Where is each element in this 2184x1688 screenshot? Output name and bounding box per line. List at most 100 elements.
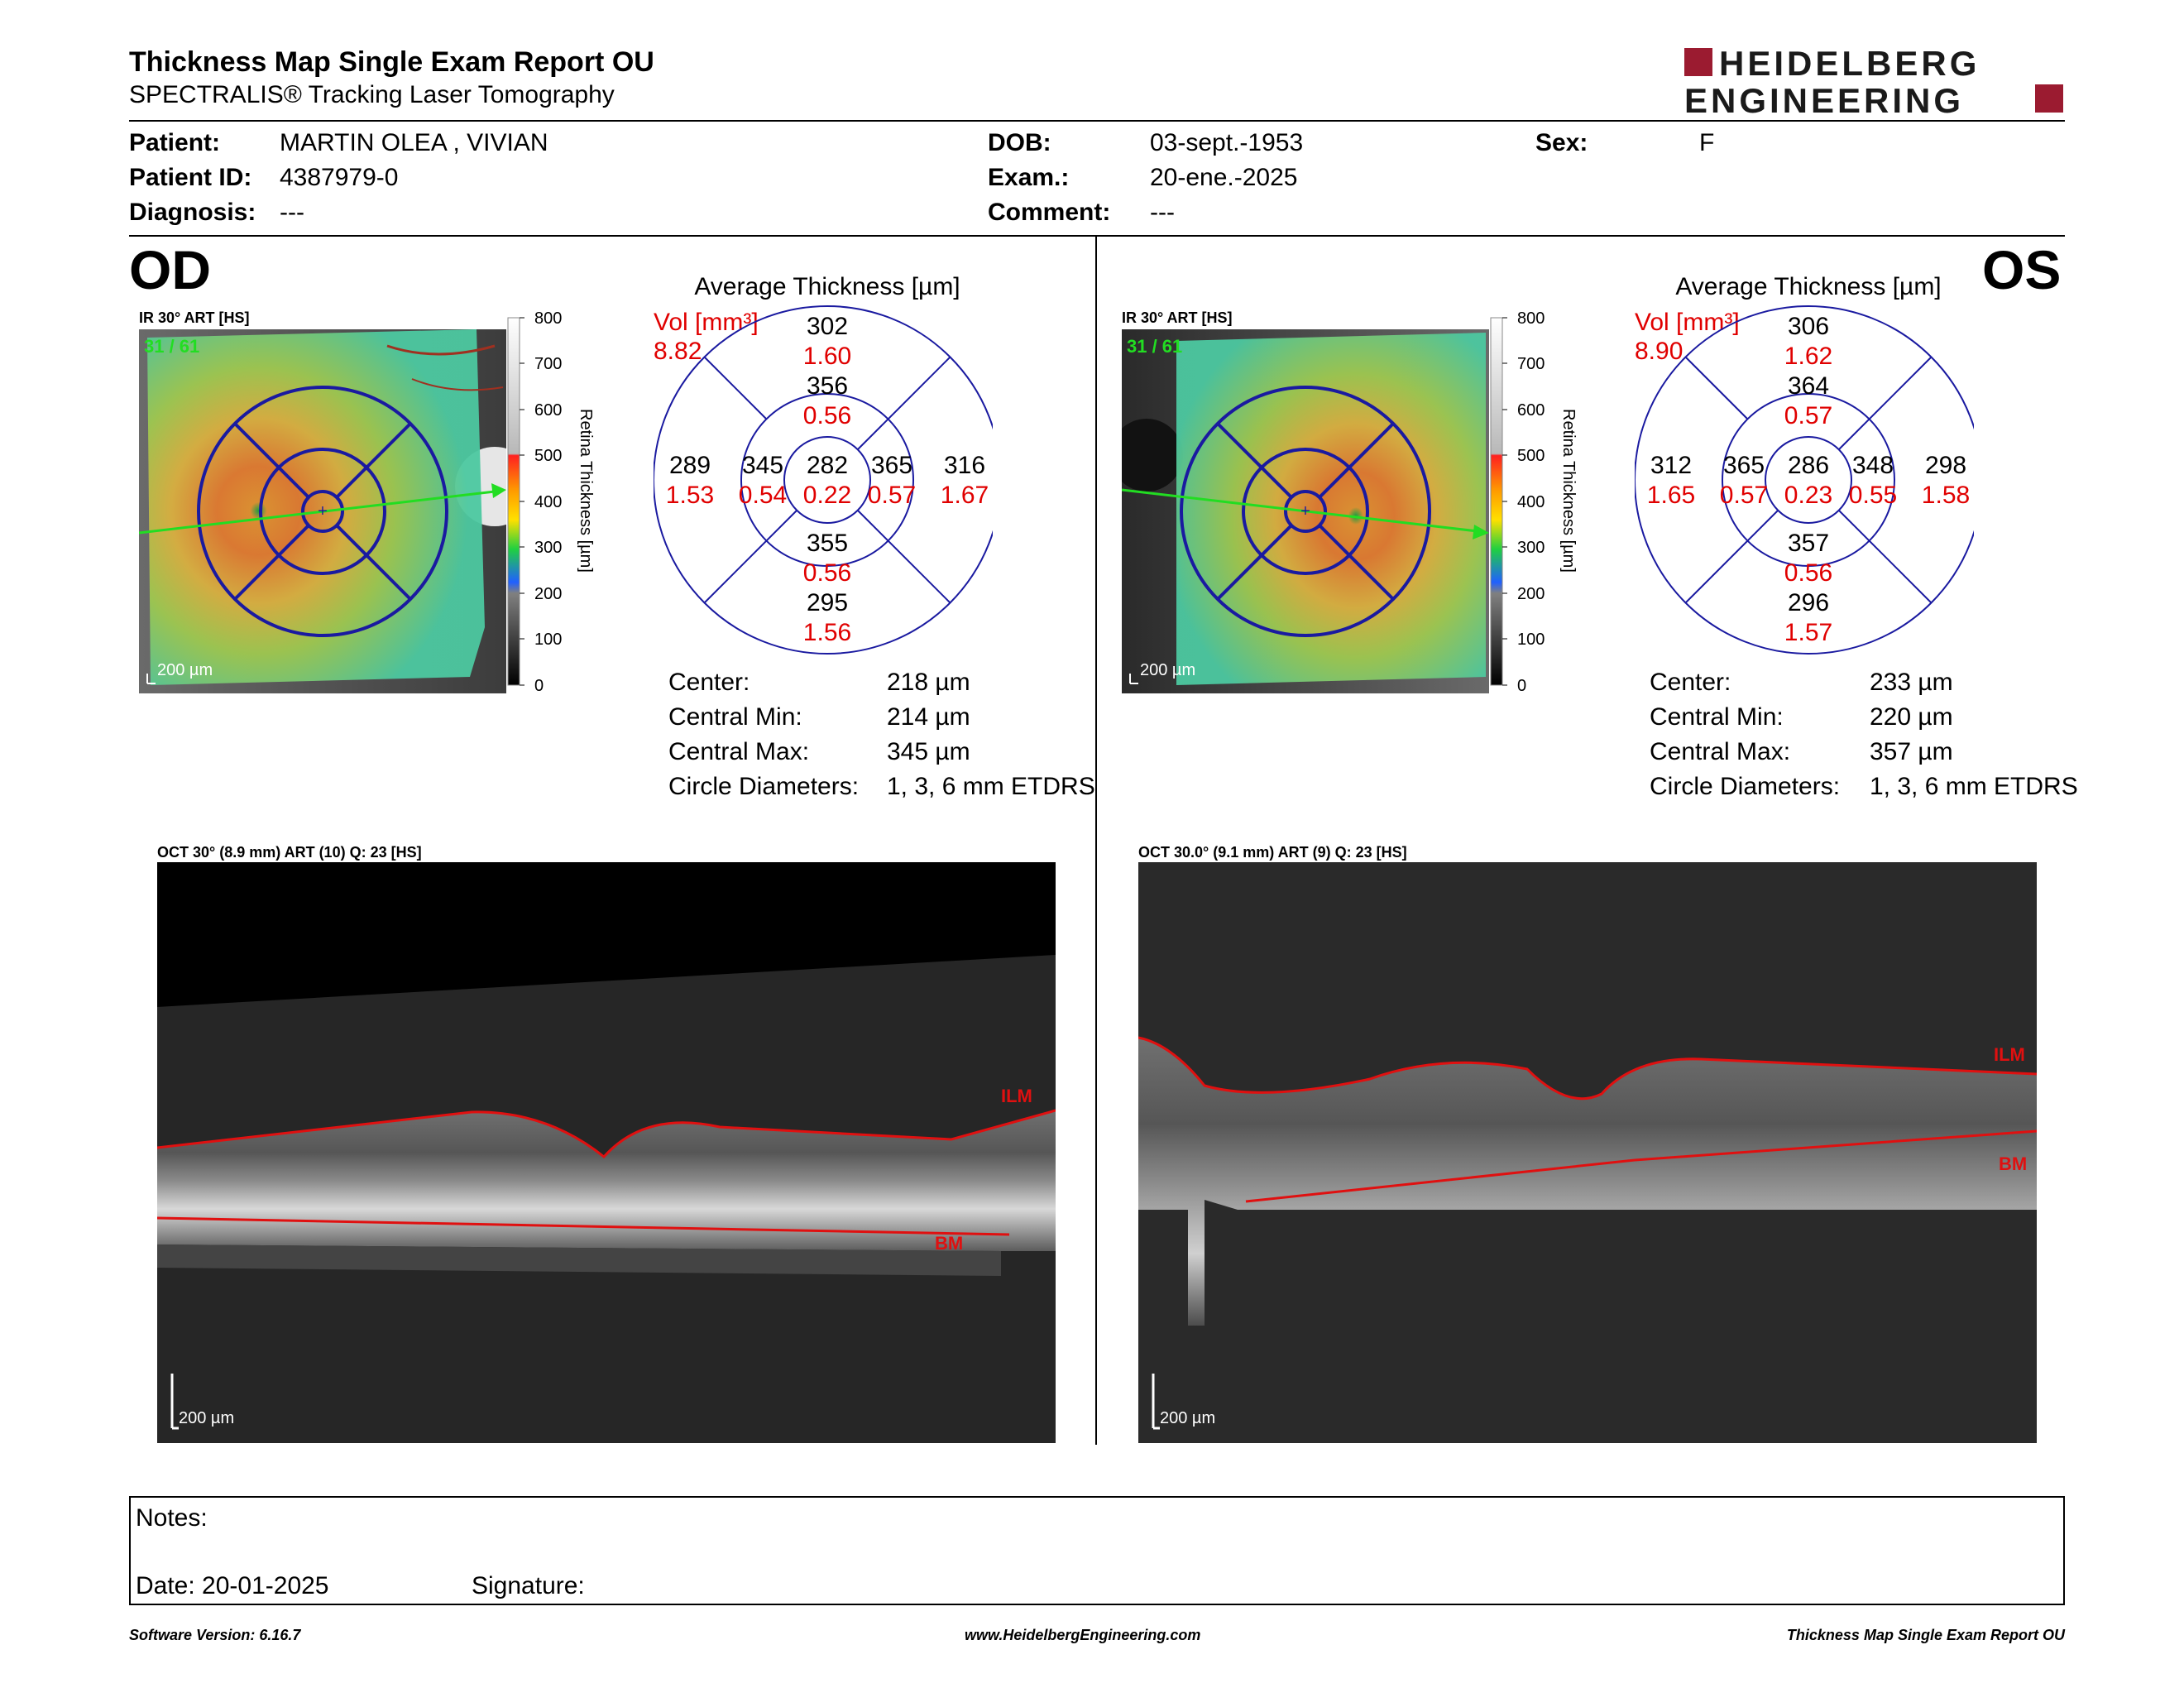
od-min-value: 214 µm — [887, 703, 970, 731]
os-min-label: Central Min: — [1650, 703, 1784, 731]
od-outer-nasal-thickness: 316 — [944, 452, 985, 479]
os-ir-label: IR 30° ART [HS] — [1122, 309, 1233, 326]
cbar-tick: 0 — [1517, 677, 1526, 692]
os-max-label: Central Max: — [1650, 738, 1791, 765]
os-vol-label: Vol [mm³] — [1635, 309, 1740, 336]
os-map-scale: 200 µm — [1140, 661, 1195, 679]
os-center-thickness: 286 — [1788, 452, 1829, 479]
svg-text:+: + — [1300, 502, 1310, 520]
os-inner-temp-volume: 0.55 — [1849, 482, 1897, 509]
cbar-tick: 0 — [534, 677, 544, 692]
report-title: Thickness Map Single Exam Report OU — [129, 46, 654, 78]
exam-label: Exam.: — [988, 164, 1070, 191]
header-divider — [129, 120, 2065, 122]
od-max-label: Central Max: — [668, 738, 810, 765]
cbar-tick: 500 — [1517, 447, 1545, 465]
exam-value: 20-ene.-2025 — [1150, 164, 1298, 191]
os-diam-label: Circle Diameters: — [1650, 773, 1841, 800]
notes-box[interactable]: Notes: Date: 20-01-2025 Signature: — [129, 1496, 2065, 1605]
od-center-value: 218 µm — [887, 669, 970, 696]
os-inner-sup-volume: 0.57 — [1784, 402, 1832, 429]
cbar-tick: 300 — [534, 539, 562, 557]
od-inner-nasal-volume: 0.57 — [868, 482, 916, 509]
cbar-tick: 200 — [534, 585, 562, 603]
patient-name: MARTIN OLEA , VIVIAN — [280, 129, 548, 156]
od-vol-label: Vol [mm³] — [654, 309, 759, 336]
patient-id-label: Patient ID: — [129, 164, 252, 191]
cbar-tick: 200 — [1517, 585, 1545, 603]
od-outer-nasal-volume: 1.67 — [941, 482, 989, 509]
signature-label: Signature: — [472, 1572, 585, 1599]
os-center-value: 233 µm — [1870, 669, 1953, 696]
colorbar-title: Retina Thickness [µm] — [577, 409, 595, 573]
os-oct-scale: 200 µm — [1160, 1409, 1215, 1427]
od-outer-temp-volume: 1.53 — [666, 482, 714, 509]
od-inner-inf-volume: 0.56 — [803, 559, 851, 587]
cbar-tick: 400 — [534, 493, 562, 511]
os-min-value: 220 µm — [1870, 703, 1953, 731]
patient-divider — [129, 235, 2065, 237]
os-frame-counter: 31 / 61 — [1127, 336, 1182, 357]
od-inner-sup-volume: 0.56 — [803, 402, 851, 429]
cbar-tick: 600 — [534, 401, 562, 420]
od-oct-scale: 200 µm — [179, 1409, 234, 1427]
os-vol-total: 8.90 — [1635, 338, 1683, 365]
os-center-volume: 0.23 — [1784, 482, 1832, 509]
od-outer-inf-thickness: 295 — [807, 589, 848, 616]
os-etdrs-chart: Average Thickness [µm] Vol [mm³] 8.90 30… — [1634, 270, 1983, 659]
sex-label: Sex: — [1535, 129, 1588, 156]
od-inner-nasal-thickness: 365 — [871, 452, 912, 479]
od-etdrs-chart: Average Thickness [µm] Vol [mm³] 8.82 30… — [653, 270, 1002, 659]
od-thickness-map: + 31 / 61 200 µm — [139, 329, 506, 693]
od-vol-total: 8.82 — [654, 338, 702, 365]
od-diam-value: 1, 3, 6 mm ETDRS — [887, 773, 1095, 800]
od-inner-temp-thickness: 345 — [742, 452, 783, 479]
os-inner-inf-thickness: 357 — [1788, 530, 1829, 557]
os-inner-nasal-volume: 0.57 — [1720, 482, 1768, 509]
os-inner-inf-volume: 0.56 — [1784, 559, 1832, 587]
od-outer-sup-thickness: 302 — [807, 313, 848, 340]
eye-divider — [1095, 237, 1097, 1445]
diagnosis-value: --- — [280, 199, 304, 226]
cbar-tick: 800 — [1517, 311, 1545, 328]
os-max-value: 357 µm — [1870, 738, 1953, 765]
od-outer-temp-thickness: 289 — [669, 452, 711, 479]
cbar-tick: 100 — [1517, 631, 1545, 649]
comment-value: --- — [1150, 199, 1175, 226]
os-chart-title: Average Thickness [µm] — [1675, 273, 1941, 300]
diagnosis-label: Diagnosis: — [129, 199, 256, 226]
cbar-tick: 400 — [1517, 493, 1545, 511]
os-outer-inf-thickness: 296 — [1788, 589, 1829, 616]
od-inner-temp-volume: 0.54 — [739, 482, 787, 509]
cbar-tick: 700 — [1517, 355, 1545, 373]
os-outer-sup-thickness: 306 — [1788, 313, 1829, 340]
os-thickness-map: + 31 / 61 200 µm — [1122, 329, 1489, 693]
os-outer-nasal-volume: 1.65 — [1647, 482, 1695, 509]
colorbar-title: Retina Thickness [µm] — [1559, 409, 1578, 573]
os-colorbar: 800 700 600 500 400 300 200 100 0 Retina… — [1489, 309, 1580, 695]
cbar-tick: 500 — [534, 447, 562, 465]
os-outer-nasal-thickness: 312 — [1650, 452, 1692, 479]
cbar-tick: 600 — [1517, 401, 1545, 420]
os-outer-temp-thickness: 298 — [1925, 452, 1966, 479]
comment-label: Comment: — [988, 199, 1111, 226]
od-inner-inf-thickness: 355 — [807, 530, 848, 557]
od-chart-title: Average Thickness [µm] — [694, 273, 960, 300]
heidelberg-logo: HEIDELBERG ENGINEERING — [1684, 44, 2065, 120]
os-oct-scan: ILM BM 200 µm — [1138, 862, 2037, 1443]
footer-report-name: Thickness Map Single Exam Report OU — [1786, 1627, 2065, 1643]
notes-label: Notes: — [136, 1504, 208, 1532]
os-inner-sup-thickness: 364 — [1788, 372, 1829, 400]
od-ilm-label: ILM — [1001, 1086, 1032, 1106]
os-diam-value: 1, 3, 6 mm ETDRS — [1870, 773, 2078, 800]
cbar-tick: 800 — [534, 311, 562, 328]
od-outer-sup-volume: 1.60 — [803, 343, 851, 370]
os-inner-temp-thickness: 348 — [1852, 452, 1894, 479]
od-outer-inf-volume: 1.56 — [803, 619, 851, 646]
patient-id: 4387979-0 — [280, 164, 399, 191]
od-min-label: Central Min: — [668, 703, 802, 731]
patient-label: Patient: — [129, 129, 221, 156]
os-oct-label: OCT 30.0° (9.1 mm) ART (9) Q: 23 [HS] — [1138, 844, 1407, 861]
od-oct-scan: ILM BM 200 µm — [157, 862, 1056, 1443]
website-link[interactable]: www.HeidelbergEngineering.com — [965, 1627, 1201, 1643]
